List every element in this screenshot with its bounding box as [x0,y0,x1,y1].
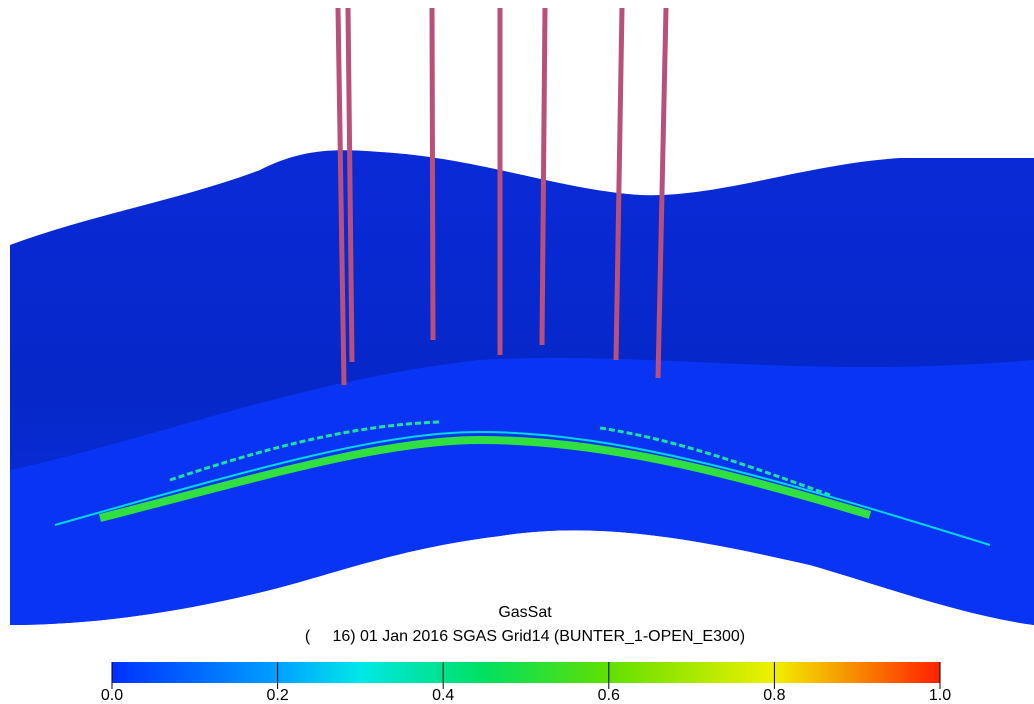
reservoir-view: GasSat ( 16) 01 Jan 2016 SGAS Grid14 (BU… [0,0,1034,704]
well [432,8,433,340]
colorbar-tick-label: 0.2 [266,687,288,704]
well [542,8,545,345]
legend-title: GasSat [498,604,552,621]
page: GasSat ( 16) 01 Jan 2016 SGAS Grid14 (BU… [0,0,1034,704]
colorbar-tick-label: 1.0 [929,687,951,704]
legend-subtitle: ( 16) 01 Jan 2016 SGAS Grid14 (BUNTER_1-… [305,628,745,645]
colorbar-tick-label: 0.6 [598,687,620,704]
colorbar [112,662,940,683]
colorbar-tick-label: 0.0 [101,687,123,704]
colorbar-tick-label: 0.4 [432,687,454,704]
colorbar-tick-label: 0.8 [763,687,785,704]
